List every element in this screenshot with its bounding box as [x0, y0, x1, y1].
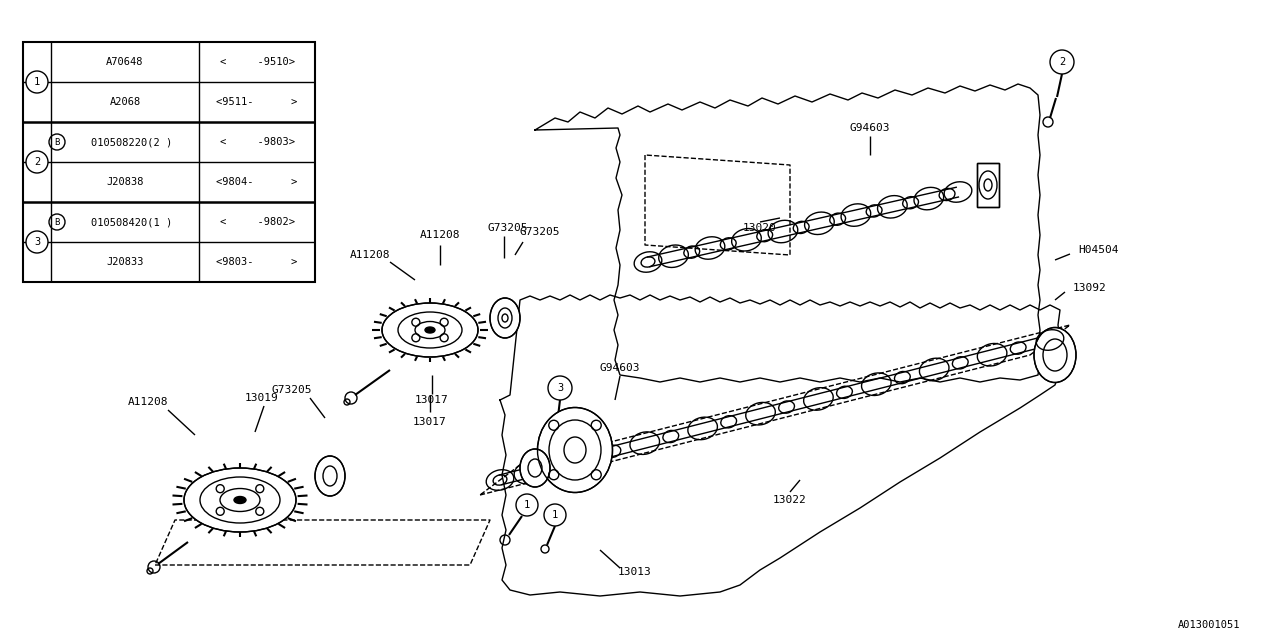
- Circle shape: [1050, 50, 1074, 74]
- Text: G94603: G94603: [600, 363, 640, 373]
- Circle shape: [516, 494, 538, 516]
- Ellipse shape: [520, 449, 550, 487]
- Ellipse shape: [1034, 328, 1076, 383]
- Circle shape: [548, 376, 572, 400]
- Ellipse shape: [425, 327, 435, 333]
- Circle shape: [544, 504, 566, 526]
- Text: 13017: 13017: [415, 395, 449, 405]
- Ellipse shape: [381, 303, 477, 357]
- Text: 13017: 13017: [413, 417, 447, 427]
- Text: 13020: 13020: [744, 223, 777, 233]
- Ellipse shape: [234, 497, 246, 504]
- Text: J20833: J20833: [106, 257, 143, 267]
- Text: G73205: G73205: [271, 385, 312, 395]
- Text: <     -9803>: < -9803>: [219, 137, 294, 147]
- Text: 1: 1: [552, 510, 558, 520]
- Text: <9511-      >: <9511- >: [216, 97, 298, 107]
- Text: 13013: 13013: [618, 567, 652, 577]
- Text: A11208: A11208: [349, 250, 390, 260]
- Text: B: B: [54, 138, 60, 147]
- Text: 1: 1: [33, 77, 40, 87]
- Ellipse shape: [490, 298, 520, 338]
- Text: 010508220(2 ): 010508220(2 ): [91, 137, 173, 147]
- Text: 13022: 13022: [773, 495, 806, 505]
- Ellipse shape: [538, 408, 613, 493]
- Circle shape: [26, 151, 49, 173]
- Circle shape: [26, 231, 49, 253]
- Text: 2: 2: [33, 157, 40, 167]
- Text: 3: 3: [557, 383, 563, 393]
- Text: <9803-      >: <9803- >: [216, 257, 298, 267]
- Text: 13019: 13019: [246, 393, 279, 403]
- Text: 3: 3: [33, 237, 40, 247]
- Text: 13092: 13092: [1073, 283, 1107, 293]
- Text: <9804-      >: <9804- >: [216, 177, 298, 187]
- Text: A2068: A2068: [109, 97, 141, 107]
- Text: A11208: A11208: [420, 230, 461, 240]
- Circle shape: [26, 71, 49, 93]
- Text: 1: 1: [524, 500, 530, 510]
- Bar: [977, 163, 998, 207]
- Text: G73205: G73205: [488, 223, 529, 233]
- Ellipse shape: [184, 468, 296, 532]
- Text: G94603: G94603: [850, 123, 891, 133]
- Text: A013001051: A013001051: [1178, 620, 1240, 630]
- Text: 2: 2: [1059, 57, 1065, 67]
- Text: <     -9802>: < -9802>: [219, 217, 294, 227]
- Text: 010508420(1 ): 010508420(1 ): [91, 217, 173, 227]
- Text: H04504: H04504: [1078, 245, 1119, 255]
- Text: A70648: A70648: [106, 57, 143, 67]
- Ellipse shape: [315, 456, 346, 496]
- Text: J20838: J20838: [106, 177, 143, 187]
- Bar: [23, 42, 315, 282]
- Text: A11208: A11208: [128, 397, 168, 407]
- Text: B: B: [54, 218, 60, 227]
- Text: G73205: G73205: [520, 227, 561, 237]
- Text: <     -9510>: < -9510>: [219, 57, 294, 67]
- Bar: [977, 163, 998, 207]
